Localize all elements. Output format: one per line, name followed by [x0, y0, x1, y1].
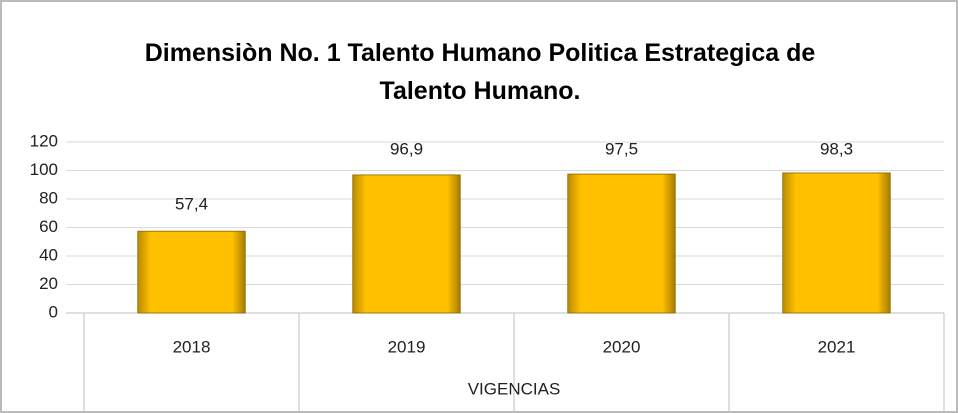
- y-tick-label: 0: [49, 302, 58, 321]
- bar: [782, 172, 891, 314]
- bar: [352, 174, 461, 314]
- value-label: 98,3: [820, 139, 853, 158]
- y-tick-label: 40: [39, 245, 58, 264]
- y-tick-label: 100: [30, 160, 58, 179]
- value-label: 57,4: [175, 195, 208, 214]
- y-tick-label: 120: [30, 131, 58, 150]
- x-tick-label: 2019: [388, 337, 426, 356]
- bar: [137, 230, 246, 314]
- y-tick-label: 60: [39, 217, 58, 236]
- chart-title: Dimensiòn No. 1 Talento Humano Politica …: [144, 39, 816, 105]
- x-tick-label: 2020: [603, 337, 641, 356]
- bar: [567, 173, 676, 314]
- y-tick-label: 80: [39, 188, 58, 207]
- x-tick-label: 2021: [818, 337, 856, 356]
- value-label: 96,9: [390, 139, 423, 158]
- x-axis-title: VIGENCIAS: [468, 379, 561, 398]
- value-label: 97,5: [605, 139, 638, 158]
- y-tick-label: 20: [39, 274, 58, 293]
- x-tick-label: 2018: [173, 337, 211, 356]
